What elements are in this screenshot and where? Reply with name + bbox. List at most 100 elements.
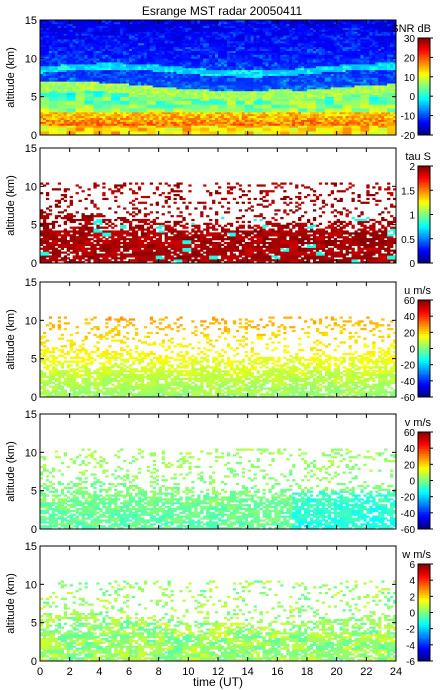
heatmap-cell (200, 129, 204, 132)
heatmap-cell (66, 71, 70, 74)
heatmap-cell (164, 33, 168, 36)
heatmap-cell (114, 79, 118, 82)
heatmap-cell (262, 117, 266, 120)
heatmap-cell (134, 46, 139, 50)
heatmap-cell (134, 58, 139, 61)
heatmap-cell (241, 90, 245, 94)
heatmap-cell (173, 117, 177, 120)
heatmap-cell (173, 71, 177, 74)
heatmap-cell (90, 60, 94, 63)
heatmap-cell (155, 67, 159, 71)
heatmap-cell (223, 43, 228, 46)
heatmap-cell (42, 83, 47, 86)
heatmap-cell (215, 102, 219, 105)
heatmap-cell (81, 56, 85, 59)
heatmap-cell (143, 54, 148, 57)
heatmap-cell (259, 104, 263, 107)
heatmap-cell (268, 69, 272, 73)
heatmap-cell (241, 58, 245, 61)
heatmap-cell (45, 54, 50, 57)
heatmap-cell (256, 52, 260, 55)
heatmap-cell (143, 81, 148, 84)
heatmap-cell (229, 56, 234, 59)
heatmap-cell (87, 48, 91, 51)
heatmap-cell (274, 66, 278, 69)
heatmap-cell (274, 119, 278, 122)
heatmap-cell (99, 60, 103, 63)
heatmap-cell (137, 131, 142, 134)
heatmap-cell (203, 27, 207, 30)
heatmap-cell (232, 62, 237, 65)
heatmap-cell (259, 67, 263, 71)
heatmap-cell (140, 85, 145, 88)
heatmap-cell (57, 33, 62, 36)
heatmap-cell (179, 100, 183, 103)
heatmap-cell (250, 89, 254, 92)
heatmap-cell (75, 79, 79, 82)
heatmap-cell (131, 112, 136, 115)
heatmap-cell (66, 102, 70, 105)
heatmap-cell (140, 75, 145, 78)
heatmap-cell (271, 54, 275, 57)
heatmap-cell (114, 25, 118, 28)
heatmap-cell (69, 133, 73, 135)
heatmap-cell (66, 113, 70, 117)
heatmap-cell (137, 83, 142, 86)
heatmap-cell (40, 102, 44, 105)
heatmap-cell (51, 43, 56, 46)
heatmap-cell (200, 102, 204, 105)
heatmap-cell (262, 50, 266, 53)
heatmap-cell (72, 102, 76, 105)
heatmap-cell (137, 127, 142, 130)
heatmap-cell (105, 108, 109, 111)
heatmap-cell (69, 75, 73, 78)
heatmap-cell (218, 37, 222, 40)
heatmap-cell (75, 56, 79, 59)
heatmap-cell (212, 41, 216, 44)
heatmap-cell (164, 113, 168, 117)
heatmap-cell (280, 83, 284, 86)
heatmap-cell (247, 119, 251, 122)
heatmap-cell (235, 60, 240, 63)
heatmap-cell (179, 92, 183, 96)
heatmap-cell (87, 71, 91, 74)
heatmap-cell (244, 73, 248, 76)
heatmap-cell (209, 131, 213, 134)
heatmap-cell (96, 129, 100, 132)
heatmap-cell (140, 98, 145, 101)
heatmap-cell (215, 92, 219, 96)
heatmap-cell (123, 20, 127, 23)
heatmap-cell (170, 121, 174, 124)
heatmap-cell (209, 87, 213, 90)
heatmap-cell (51, 108, 56, 111)
heatmap-cell (215, 94, 219, 97)
heatmap-cell (111, 117, 115, 120)
heatmap-cell (75, 69, 79, 73)
heatmap-cell (87, 133, 91, 135)
heatmap-cell (137, 35, 142, 38)
heatmap-cell (117, 110, 121, 113)
heatmap-cell (146, 117, 151, 120)
heatmap-cell (212, 73, 216, 76)
heatmap-cell (241, 50, 245, 53)
heatmap-cell (283, 48, 287, 51)
heatmap-cell (63, 127, 67, 130)
heatmap-cell (120, 113, 124, 117)
heatmap-cell (265, 54, 269, 57)
heatmap-cell (137, 125, 142, 128)
heatmap-cell (179, 69, 183, 73)
heatmap-cell (277, 60, 281, 63)
heatmap-cell (226, 100, 231, 103)
heatmap-cell (229, 73, 234, 76)
heatmap-cell (105, 79, 109, 82)
heatmap-cell (209, 60, 213, 63)
heatmap-cell (223, 104, 228, 107)
heatmap-cell (63, 87, 67, 90)
heatmap-cell (209, 127, 213, 130)
heatmap-cell (244, 71, 248, 74)
heatmap-cell (161, 96, 165, 99)
heatmap-cell (99, 35, 103, 38)
heatmap-cell (241, 37, 245, 40)
heatmap-cell (123, 77, 127, 80)
heatmap-cell (66, 87, 70, 90)
